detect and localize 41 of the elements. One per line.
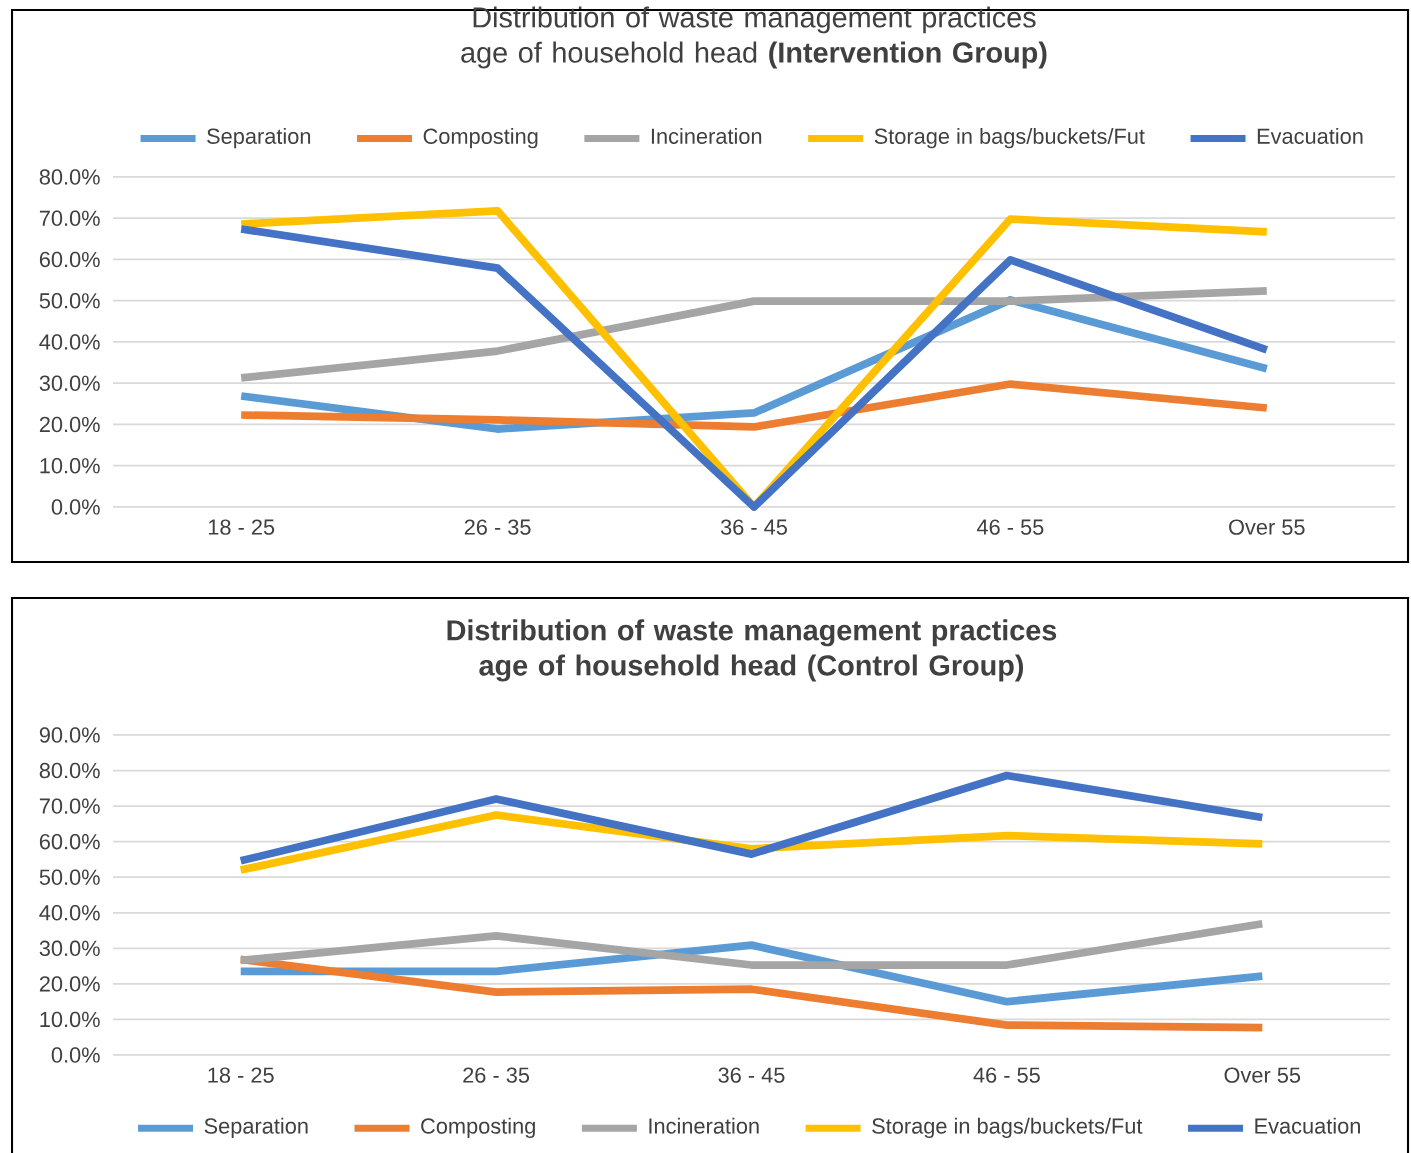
chart-title: Distribution of waste management practices age of household head (Control Group) [447, 619, 1057, 682]
legend-label: Composting [421, 1117, 535, 1139]
y-tick-label: 80.0% [39, 169, 100, 185]
legend-label: Storage in bags/buckets/Fut [872, 1117, 1143, 1139]
y-tick-label: 0.0% [51, 499, 100, 515]
legend-label: Incineration [651, 128, 762, 144]
x-tick-label: 18 - 25 [208, 1067, 274, 1083]
y-tick-label: 20.0% [39, 416, 100, 433]
x-tick-label: 36 - 45 [718, 1067, 785, 1083]
legend-label: Evacuation [1257, 128, 1363, 144]
legend-label: Storage in bags/buckets/Fut [874, 128, 1145, 149]
chart-title: Distribution of waste management practices age of household head (Intervention Group) [461, 6, 1047, 69]
y-tick-label: 60.0% [39, 833, 100, 850]
y-tick-label: 60.0% [39, 251, 100, 268]
y-tick-label: 10.0% [40, 1011, 100, 1028]
y-tick-label: 90.0% [39, 727, 100, 743]
legend-label: Separation [207, 128, 311, 149]
y-tick-label: 70.0% [39, 798, 100, 814]
x-tick-label: 46 - 55 [976, 519, 1044, 535]
y-tick-label: 50.0% [39, 869, 100, 885]
y-tick-label: 10.0% [40, 458, 100, 474]
x-tick-label: 26 - 35 [463, 1067, 530, 1083]
y-tick-label: 40.0% [39, 334, 100, 350]
y-tick-label: 40.0% [39, 905, 100, 921]
y-tick-label: 70.0% [39, 210, 100, 226]
y-tick-label: 50.0% [39, 293, 100, 309]
y-tick-label: 20.0% [39, 976, 100, 992]
x-tick-label: 18 - 25 [208, 519, 275, 535]
legend-label: Evacuation [1255, 1117, 1360, 1134]
x-tick-label: Over 55 [1224, 1067, 1301, 1083]
y-tick-label: 0.0% [51, 1047, 100, 1063]
x-tick-label: Over 55 [1229, 519, 1305, 535]
x-tick-label: 26 - 35 [464, 519, 531, 535]
legend-label: Incineration [649, 1117, 759, 1134]
y-tick-label: 80.0% [39, 762, 100, 779]
legend-label: Composting [423, 128, 538, 149]
x-tick-label: 46 - 55 [973, 1067, 1040, 1083]
y-tick-label: 30.0% [39, 940, 100, 957]
y-tick-label: 30.0% [39, 375, 100, 391]
legend-label: Separation [204, 1117, 308, 1139]
x-tick-label: 36 - 45 [720, 519, 787, 535]
